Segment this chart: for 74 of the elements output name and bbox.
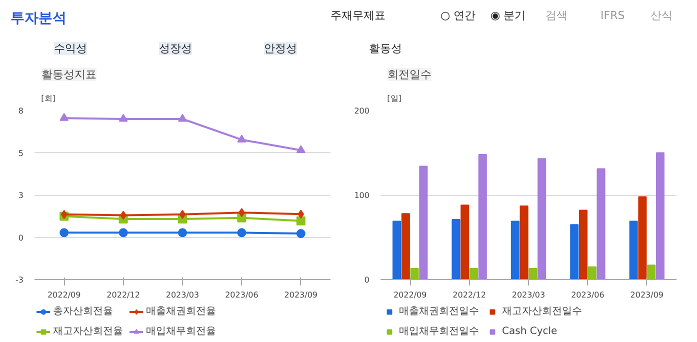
y-tick-label: 0: [18, 233, 24, 242]
text: 투자분석: [10, 10, 66, 26]
x-tick-label: 2023/03: [166, 290, 200, 300]
point: [178, 228, 187, 238]
x-tick-label: 2023/06: [571, 290, 604, 300]
y-tick-label: 200: [354, 106, 370, 116]
point: [118, 228, 128, 238]
bar: [520, 205, 528, 280]
x-tick-label: 2022/09: [393, 290, 427, 300]
chart-title: 활동성지표: [41, 68, 96, 81]
text: 안정성: [264, 42, 297, 55]
bar: [629, 220, 638, 280]
bar: [401, 213, 410, 280]
point: [179, 210, 186, 219]
bar: [510, 220, 520, 280]
bar: [570, 224, 579, 280]
x-tick-label: 2023/03: [512, 290, 546, 300]
bar: [538, 158, 546, 280]
x-tick-label: 2022/09: [47, 290, 81, 300]
point: [178, 114, 187, 122]
point: [296, 216, 306, 226]
bar: [588, 266, 596, 280]
bar: [460, 204, 470, 280]
text: 성장성: [159, 42, 192, 55]
point: [298, 210, 304, 219]
y-tick-label: 5: [18, 148, 24, 158]
text: 수익성: [54, 42, 87, 55]
bar: [419, 166, 428, 280]
legend-label: 재고자산회전일수: [502, 305, 582, 318]
text: 활동성: [369, 42, 402, 55]
legend-label: Cash Cycle: [502, 326, 558, 336]
bar: [528, 268, 538, 280]
bar: [656, 152, 664, 280]
y-axis-title: [일]: [387, 94, 402, 103]
bar: [452, 219, 460, 280]
bar: [596, 168, 606, 280]
y-tick-label: 3: [18, 191, 24, 200]
point: [237, 228, 246, 238]
x-tick-label: 2023/09: [630, 290, 664, 300]
text: ○ 연간: [440, 9, 476, 22]
y-tick-label: -3: [16, 276, 24, 284]
legend-label: 총자산회전율: [53, 305, 113, 318]
bar: [647, 264, 656, 280]
legend-label: 매입채무회전일수: [399, 325, 479, 338]
y-axis-title: [회]: [41, 94, 56, 103]
text: 검색: [546, 9, 568, 22]
point: [296, 145, 306, 154]
chart-title: 회전일수: [387, 68, 432, 81]
x-tick-label: 2023/09: [284, 290, 318, 300]
bar: [469, 268, 478, 280]
text: IFRS: [600, 9, 625, 22]
text: 주재무제표: [330, 9, 386, 22]
x-tick-label: 2023/06: [225, 290, 258, 300]
point: [296, 229, 306, 238]
bar: [478, 154, 487, 280]
y-tick-label: 100: [354, 191, 370, 200]
x-tick-label: 2022/12: [452, 290, 486, 300]
point: [118, 114, 128, 122]
legend-label: 매입채무회전율: [146, 325, 216, 338]
legend-label: 매출채권회전일수: [399, 305, 479, 318]
bar: [410, 268, 419, 280]
point: [60, 228, 69, 238]
legend-label: 재고자산회전율: [53, 325, 123, 338]
y-tick-label: 8: [18, 106, 24, 116]
bar: [578, 210, 588, 280]
legend-label: 매출채권회전율: [146, 305, 216, 318]
text: 산식: [650, 9, 672, 22]
point: [60, 112, 69, 121]
x-tick-label: 2022/12: [106, 290, 140, 300]
bar: [392, 220, 402, 280]
y-tick-label: 0: [364, 276, 370, 284]
bar: [638, 196, 647, 280]
text: ◉ 분기: [490, 9, 526, 22]
point: [237, 134, 246, 143]
